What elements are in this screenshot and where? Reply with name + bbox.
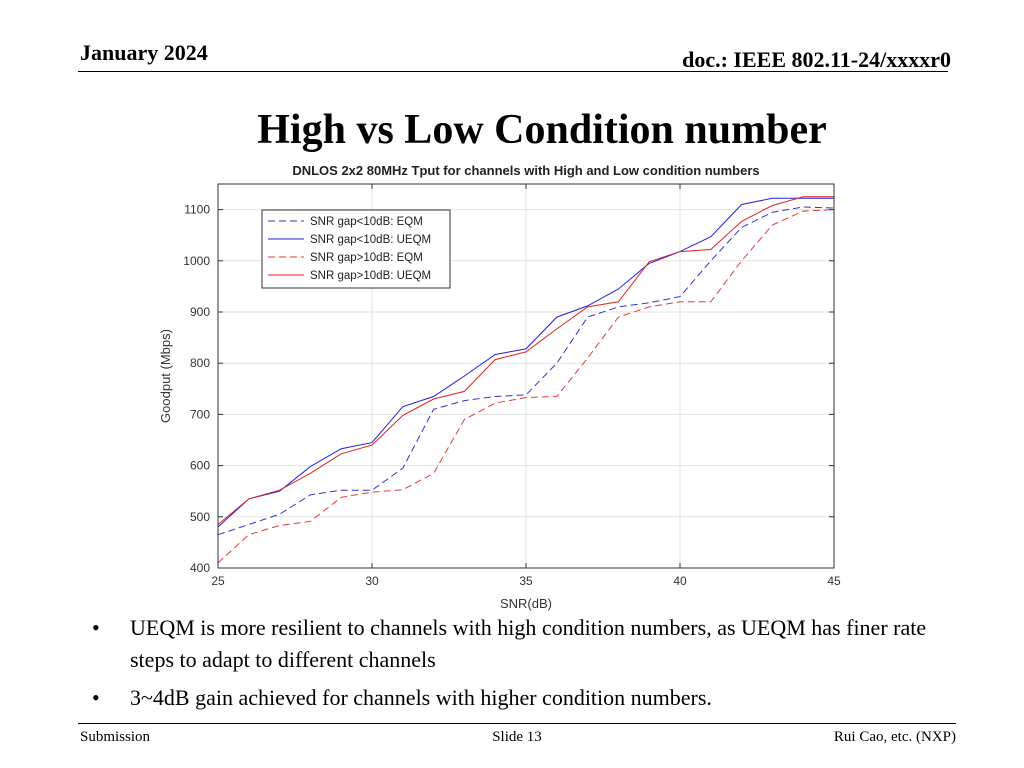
header-divider (78, 71, 948, 72)
x-tick-label: 35 (519, 574, 533, 588)
bullet-item: • 3~4dB gain achieved for channels with … (92, 682, 972, 714)
legend-label: SNR gap<10dB: UEQM (310, 234, 431, 246)
y-tick-label: 900 (190, 305, 210, 319)
footer-slide-number: Slide 13 (492, 729, 542, 745)
y-tick-label: 1100 (184, 203, 210, 217)
x-tick-label: 25 (211, 574, 225, 588)
chart-title: DNLOS 2x2 80MHz Tput for channels with H… (292, 163, 759, 178)
y-axis-label: Goodput (Mbps) (158, 329, 173, 423)
bullet-text: UEQM is more resilient to channels with … (130, 615, 927, 672)
series-line-2 (217, 197, 834, 528)
footer-author: Rui Cao, etc. (NXP) (833, 729, 956, 745)
series-line-4 (217, 196, 834, 525)
series-line-3 (217, 209, 835, 564)
y-tick-label: 700 (190, 407, 210, 421)
bullet-item: • UEQM is more resilient to channels wit… (92, 612, 972, 676)
bullet-text: 3~4dB gain achieved for channels with hi… (130, 685, 712, 710)
header-date: January 2024 (80, 40, 208, 65)
x-tick-label: 30 (365, 574, 379, 588)
bullet-list: • UEQM is more resilient to channels wit… (92, 612, 972, 720)
slide-title: High vs Low Condition number (257, 107, 827, 153)
y-tick-label: 500 (190, 510, 210, 524)
footer-divider (78, 723, 956, 724)
y-tick-label: 400 (190, 561, 210, 575)
series-line-1 (217, 206, 835, 536)
legend-label: SNR gap<10dB: EQM (310, 216, 423, 228)
legend-label: SNR gap>10dB: UEQM (310, 270, 431, 282)
bullet-marker: • (92, 615, 100, 640)
legend-label: SNR gap>10dB: EQM (310, 252, 423, 264)
footer-submission: Submission (80, 729, 151, 745)
y-tick-label: 600 (190, 459, 210, 473)
bullet-marker: • (92, 685, 100, 710)
goodput-line-chart: DNLOS 2x2 80MHz Tput for channels with H… (158, 163, 841, 611)
header-doc-id: doc.: IEEE 802.11-24/xxxxr0 (682, 47, 951, 72)
x-tick-label: 40 (673, 574, 687, 588)
y-tick-label: 1000 (183, 254, 210, 268)
x-tick-label: 45 (827, 574, 841, 588)
y-tick-label: 800 (190, 356, 210, 370)
x-axis-label: SNR(dB) (500, 596, 552, 611)
